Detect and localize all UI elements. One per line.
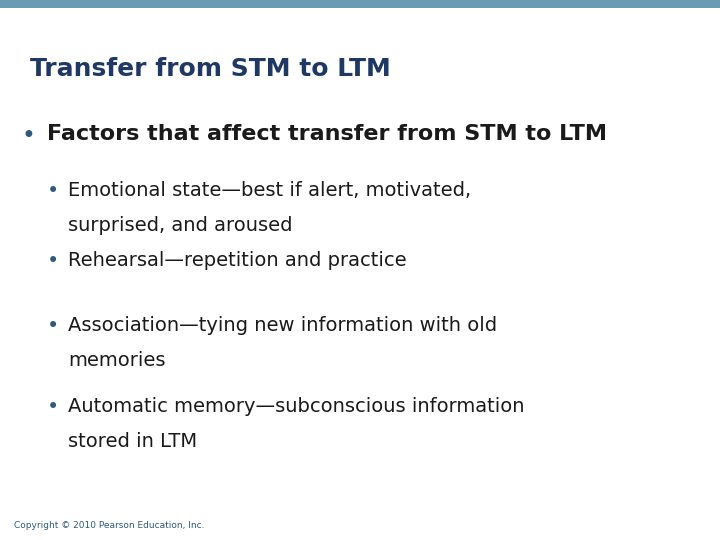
Text: stored in LTM: stored in LTM bbox=[68, 432, 197, 451]
Text: •: • bbox=[22, 124, 35, 148]
Text: Automatic memory—subconscious information: Automatic memory—subconscious informatio… bbox=[68, 397, 525, 416]
Text: surprised, and aroused: surprised, and aroused bbox=[68, 216, 293, 235]
Text: memories: memories bbox=[68, 351, 166, 370]
Text: •: • bbox=[47, 397, 59, 417]
Text: •: • bbox=[47, 316, 59, 336]
Text: Copyright © 2010 Pearson Education, Inc.: Copyright © 2010 Pearson Education, Inc. bbox=[14, 521, 205, 530]
Text: •: • bbox=[47, 251, 59, 271]
Text: Transfer from STM to LTM: Transfer from STM to LTM bbox=[30, 57, 391, 80]
Text: Association—tying new information with old: Association—tying new information with o… bbox=[68, 316, 498, 335]
Bar bbox=[0, 0, 720, 8]
Text: •: • bbox=[47, 181, 59, 201]
Text: Factors that affect transfer from STM to LTM: Factors that affect transfer from STM to… bbox=[47, 124, 607, 144]
Text: Emotional state—best if alert, motivated,: Emotional state—best if alert, motivated… bbox=[68, 181, 472, 200]
Text: Rehearsal—repetition and practice: Rehearsal—repetition and practice bbox=[68, 251, 407, 270]
